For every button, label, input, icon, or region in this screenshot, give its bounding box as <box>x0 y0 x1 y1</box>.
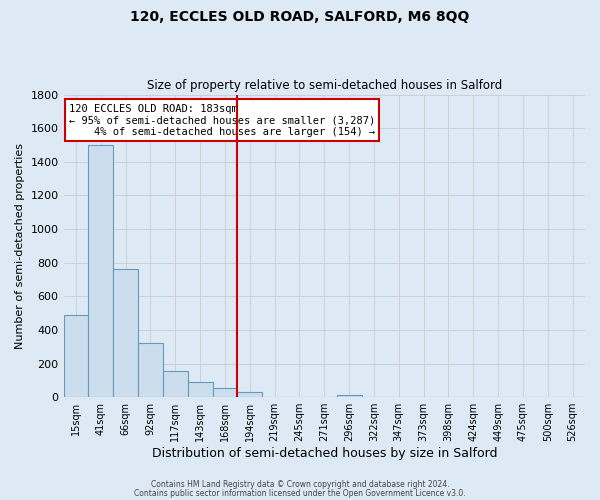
Bar <box>212 388 238 397</box>
X-axis label: Distribution of semi-detached houses by size in Salford: Distribution of semi-detached houses by … <box>152 447 497 460</box>
Text: Contains public sector information licensed under the Open Government Licence v3: Contains public sector information licen… <box>134 488 466 498</box>
Bar <box>238 392 262 397</box>
Text: Contains HM Land Registry data © Crown copyright and database right 2024.: Contains HM Land Registry data © Crown c… <box>151 480 449 489</box>
Y-axis label: Number of semi-detached properties: Number of semi-detached properties <box>15 143 25 349</box>
Bar <box>88 145 113 397</box>
Text: 120, ECCLES OLD ROAD, SALFORD, M6 8QQ: 120, ECCLES OLD ROAD, SALFORD, M6 8QQ <box>130 10 470 24</box>
Bar <box>163 371 188 397</box>
Bar <box>337 394 362 397</box>
Bar <box>138 342 163 397</box>
Title: Size of property relative to semi-detached houses in Salford: Size of property relative to semi-detach… <box>146 79 502 92</box>
Text: 120 ECCLES OLD ROAD: 183sqm
← 95% of semi-detached houses are smaller (3,287)
  : 120 ECCLES OLD ROAD: 183sqm ← 95% of sem… <box>69 104 375 137</box>
Bar <box>64 315 88 397</box>
Bar <box>113 270 138 397</box>
Bar <box>188 382 212 397</box>
